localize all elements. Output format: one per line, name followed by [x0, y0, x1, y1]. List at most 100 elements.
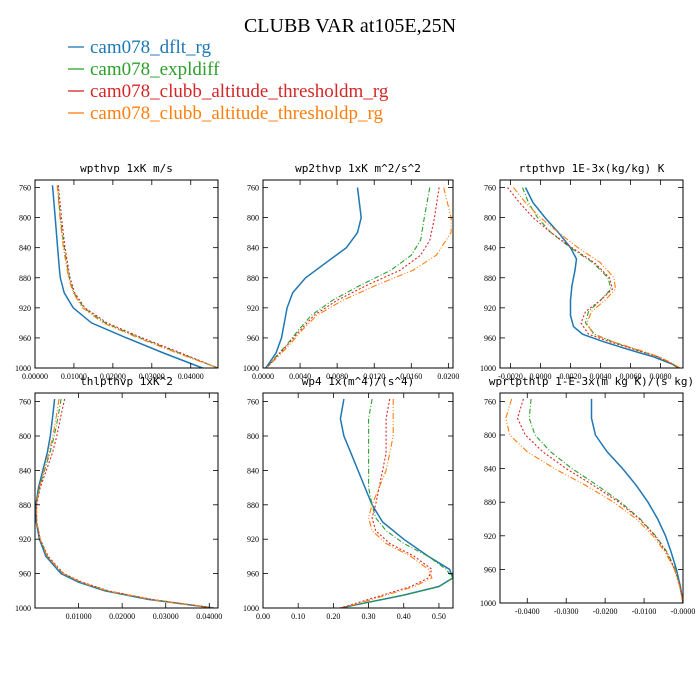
- series-line: [528, 398, 683, 603]
- panel: wp2thvp 1xK m^2/s^2 760 800 840 880 920 960 100…: [243, 162, 459, 381]
- x-tick-label: -0.0300: [554, 607, 579, 616]
- series-line: [51, 185, 203, 368]
- axes-frame: [499, 392, 684, 604]
- y-tick-label: 1000: [480, 364, 496, 373]
- series-line: [35, 398, 214, 608]
- panel: thlpthvp 1xK^2 760 800 840 880 920 960 1000 0.01…: [15, 375, 222, 621]
- x-tick-label: -0.0100: [632, 607, 657, 616]
- y-tick-label: 800: [484, 431, 496, 440]
- series-line: [266, 187, 452, 368]
- x-tick-label: 0.01000: [61, 372, 87, 381]
- series-line: [36, 398, 214, 608]
- x-tick-label: 0.02000: [100, 372, 126, 381]
- y-tick-label: 920: [484, 532, 496, 541]
- x-tick-label: 0.40: [397, 612, 411, 621]
- y-tick-label: 760: [247, 398, 259, 407]
- x-tick-label: -0.0000: [671, 607, 696, 616]
- series-line: [35, 398, 214, 608]
- x-tick-label: 0.00: [256, 612, 270, 621]
- y-tick-label: 800: [19, 432, 31, 441]
- series-line: [265, 187, 362, 368]
- axes-frame: [34, 179, 219, 369]
- axes-frame: [262, 392, 454, 609]
- x-tick-label: 0.04000: [178, 372, 204, 381]
- series-line: [516, 398, 683, 603]
- x-tick-label: -0.0200: [593, 607, 618, 616]
- axes-frame: [499, 179, 684, 369]
- y-tick-label: 880: [19, 274, 31, 283]
- panel: wp4 1x(m^4)/(s^4)76080084088092096010000…: [243, 375, 454, 621]
- x-tick-label: 0.0000: [530, 372, 552, 381]
- panel: rtpthvp 1E-3x(kg/kg) K 760 800 840 880 920 960…: [480, 162, 684, 381]
- panels: wpthvp 1xK m/s 760 800 840 880 920 960 1000 0.00…: [15, 162, 695, 621]
- panel: wpthvp 1xK m/s 760 800 840 880 920 960 10000.00…: [15, 162, 219, 381]
- x-tick-label: 0.0060: [620, 372, 642, 381]
- x-tick-label: -0.0020: [498, 372, 523, 381]
- legend-item: cam078_clubb_altitude_thresholdp_rg: [68, 103, 384, 124]
- y-tick-label: 960: [19, 570, 31, 579]
- x-tick-label: 0.0160: [400, 372, 422, 381]
- series-line: [507, 187, 679, 368]
- y-tick-label: 920: [484, 304, 496, 313]
- y-tick-label: 760: [484, 184, 496, 193]
- x-tick-label: 0.10: [291, 612, 305, 621]
- series-line: [590, 398, 683, 603]
- panel-title: thlpthvp 1xK^2: [80, 375, 173, 388]
- y-tick-label: 880: [19, 501, 31, 510]
- panel-title: wp2thvp 1xK m^2/s^2: [295, 162, 421, 175]
- y-tick-label: 800: [19, 214, 31, 223]
- y-tick-label: 880: [247, 501, 259, 510]
- series-line: [339, 398, 453, 608]
- x-tick-label: 0.0080: [650, 372, 672, 381]
- series-line: [57, 185, 218, 368]
- x-tick-label: 0.03000: [153, 612, 179, 621]
- series-line: [266, 187, 440, 368]
- x-tick-label: 0.0000: [252, 372, 274, 381]
- y-tick-label: 1000: [480, 599, 496, 608]
- x-tick-label: 0.0020: [560, 372, 582, 381]
- x-tick-label: 0.01000: [66, 612, 92, 621]
- x-tick-label: 0.0040: [590, 372, 612, 381]
- y-tick-label: 880: [247, 274, 259, 283]
- x-tick-label: 0.30: [362, 612, 376, 621]
- legend-item: cam078_expldiff: [68, 59, 220, 80]
- y-tick-label: 960: [247, 334, 259, 343]
- y-tick-label: 920: [247, 304, 259, 313]
- series-line: [340, 398, 433, 608]
- panel-title: wp4 1x(m^4)/(s^4): [302, 375, 415, 388]
- series-line: [340, 399, 433, 608]
- y-tick-label: 760: [247, 184, 259, 193]
- legend-label: cam078_expldiff: [90, 59, 220, 80]
- x-tick-label: 0.50: [432, 612, 446, 621]
- y-tick-label: 960: [484, 565, 496, 574]
- y-tick-label: 840: [247, 244, 259, 253]
- y-tick-label: 760: [19, 398, 31, 407]
- panel-title: wpthvp 1xK m/s: [80, 162, 173, 175]
- axes-frame: [262, 179, 454, 369]
- y-tick-label: 840: [19, 466, 31, 475]
- legend-item: cam078_clubb_altitude_thresholdm_rg: [68, 81, 389, 102]
- legend: cam078_dflt_rg cam078_expldiff cam078_cl…: [68, 37, 389, 124]
- y-tick-label: 960: [484, 334, 496, 343]
- y-tick-label: 1000: [15, 604, 31, 613]
- series-line: [340, 398, 453, 608]
- panel-title: rtpthvp 1E-3x(kg/kg) K: [519, 162, 665, 175]
- series-line: [513, 187, 681, 368]
- y-tick-label: 840: [484, 465, 496, 474]
- x-tick-label: 0.04000: [196, 612, 222, 621]
- y-tick-label: 840: [484, 244, 496, 253]
- x-tick-label: 0.0040: [289, 372, 311, 381]
- x-tick-label: 0.20: [326, 612, 340, 621]
- y-tick-label: 800: [247, 214, 259, 223]
- panel: wprtpthlp 1-E-3x(m kg K)/(s kg) 760 800 840…: [480, 375, 695, 616]
- y-tick-label: 920: [19, 535, 31, 544]
- series-line: [57, 185, 218, 368]
- y-tick-label: 840: [247, 466, 259, 475]
- y-tick-label: 760: [19, 184, 31, 193]
- x-tick-label: 0.0200: [437, 372, 459, 381]
- axes-frame: [34, 392, 219, 609]
- y-tick-label: 960: [247, 570, 259, 579]
- y-tick-label: 760: [484, 397, 496, 406]
- panel-title: wprtpthlp 1-E-3x(m kg K)/(s kg): [489, 375, 694, 388]
- x-tick-label: 0.0080: [326, 372, 348, 381]
